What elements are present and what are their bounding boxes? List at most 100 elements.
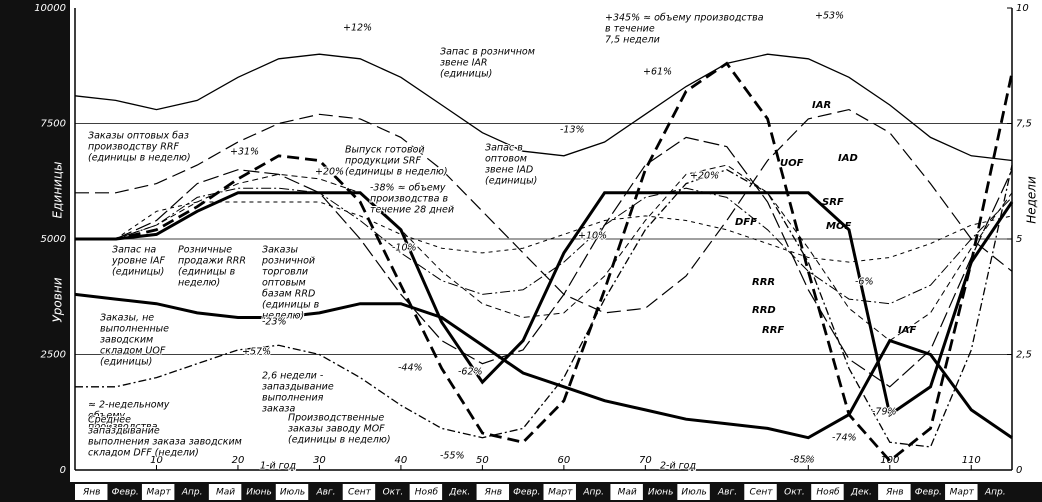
series-label: IAF	[898, 325, 916, 336]
annotation: торговли	[262, 267, 308, 278]
y-tick-label: 7500	[41, 119, 66, 130]
month-cell	[141, 484, 175, 500]
month-label: Нояб	[816, 488, 840, 498]
month-cell	[510, 484, 543, 500]
month-label: Сент	[348, 488, 372, 498]
annotation: неделю)	[262, 311, 304, 322]
series-line	[75, 191, 1014, 418]
x-tick-label: 100	[880, 455, 899, 466]
annotation: продажи RRR	[178, 256, 246, 267]
month-cell	[342, 484, 376, 500]
month-label: Июль	[280, 488, 305, 498]
month-cell	[208, 484, 242, 500]
month-cell	[878, 484, 911, 500]
series-line	[74, 53, 1013, 162]
y-tick-label: 10000	[34, 3, 66, 14]
annotation: Выпуск готовой	[345, 145, 425, 156]
series-label: SRF	[822, 197, 844, 208]
annotation: течение 28 дней	[370, 205, 454, 216]
series-label: UOF	[780, 158, 804, 169]
month-label: Март	[548, 488, 573, 498]
annotation: +20%	[690, 171, 719, 182]
annotation: Запас на	[112, 245, 156, 256]
month-label: Апр.	[984, 488, 1006, 498]
annotation: Производственные	[288, 413, 384, 424]
series-label: RRD	[752, 305, 776, 316]
x-tick-label: 50	[476, 455, 489, 466]
month-cell	[811, 484, 844, 500]
annotation: производства в	[370, 194, 448, 205]
annotation: базам RRD	[262, 289, 315, 300]
x-tick-label: 90	[802, 455, 815, 466]
month-label: Янв	[82, 488, 100, 498]
annotation: -6%	[855, 277, 874, 288]
y-tick-label: 5000	[41, 234, 66, 245]
month-label: Окт.	[784, 488, 805, 498]
annotation: в течение	[605, 24, 655, 35]
month-label: Апр.	[181, 488, 203, 498]
annotation: продукции SRF	[345, 156, 421, 167]
annotation: Розничные	[178, 245, 232, 256]
month-label: Янв	[484, 488, 502, 498]
month-cell	[309, 484, 342, 500]
month-label: Апр.	[582, 488, 604, 498]
annotation: Среднее	[88, 415, 131, 426]
annotation: +57%	[242, 347, 271, 358]
annotation: Заказы, не	[100, 313, 154, 324]
y2-tick-label: 7,5	[1016, 119, 1032, 130]
month-cell	[242, 484, 275, 500]
month-cell	[610, 484, 643, 500]
y2-tick-label: 0	[1016, 465, 1022, 476]
annotation: уровне IAF	[111, 256, 165, 267]
annotation: заказы заводу MOF	[288, 424, 385, 435]
month-cell	[978, 484, 1011, 500]
month-label: Февр.	[915, 488, 942, 498]
month-cell	[911, 484, 945, 500]
annotation: +345% ≈ объему производства	[605, 13, 764, 24]
month-cell	[376, 484, 409, 500]
month-label: Июль	[681, 488, 706, 498]
month-label: Авг.	[315, 488, 335, 498]
annotation: Заказы оптовых баз	[88, 131, 189, 142]
month-cell	[543, 484, 576, 500]
month-label: Окт.	[383, 488, 404, 498]
annotation: Запас в	[485, 143, 523, 154]
annotation: +12%	[343, 23, 372, 34]
annotation: складом DFF (недели)	[88, 448, 199, 459]
annotation: 7,5 недели	[605, 35, 660, 46]
y-tick-label: 0	[60, 465, 66, 476]
month-label: Июнь	[648, 488, 674, 498]
month-cell	[777, 484, 811, 500]
left-axis-band	[0, 0, 70, 482]
annotation: (единицы)	[112, 267, 164, 278]
month-label: Февр.	[112, 488, 139, 498]
month-cell	[443, 484, 476, 500]
month-label: Март	[147, 488, 172, 498]
x-tick-label: 20	[232, 455, 245, 466]
x-tick-label: 110	[962, 455, 981, 466]
annotation: (единицы)	[440, 69, 492, 80]
annotation: заказа	[262, 404, 295, 415]
month-label: Авг.	[717, 488, 737, 498]
annotation: розничной	[261, 256, 315, 267]
annotation: 1-й год	[260, 461, 296, 472]
annotation: запаздывание	[88, 426, 160, 437]
series-label: IAR	[812, 100, 831, 111]
annotation: 2,6 недели -	[262, 371, 324, 382]
annotation: +10%	[578, 231, 607, 242]
month-cell	[275, 484, 309, 500]
series-line	[75, 201, 1013, 263]
annotation: +61%	[643, 67, 672, 78]
annotation: (единицы)	[100, 357, 152, 368]
month-label: Нояб	[415, 488, 439, 498]
annotation: (единицы в неделю)	[88, 153, 191, 164]
month-label: Май	[618, 488, 637, 498]
month-cell	[945, 484, 978, 500]
annotation: производства	[88, 422, 158, 433]
month-cell	[576, 484, 610, 500]
annotation: -74%	[832, 433, 857, 444]
x-tick-label: 40	[395, 455, 408, 466]
annotation: -79%	[872, 407, 897, 418]
annotation: Запас в розничном	[440, 47, 535, 58]
